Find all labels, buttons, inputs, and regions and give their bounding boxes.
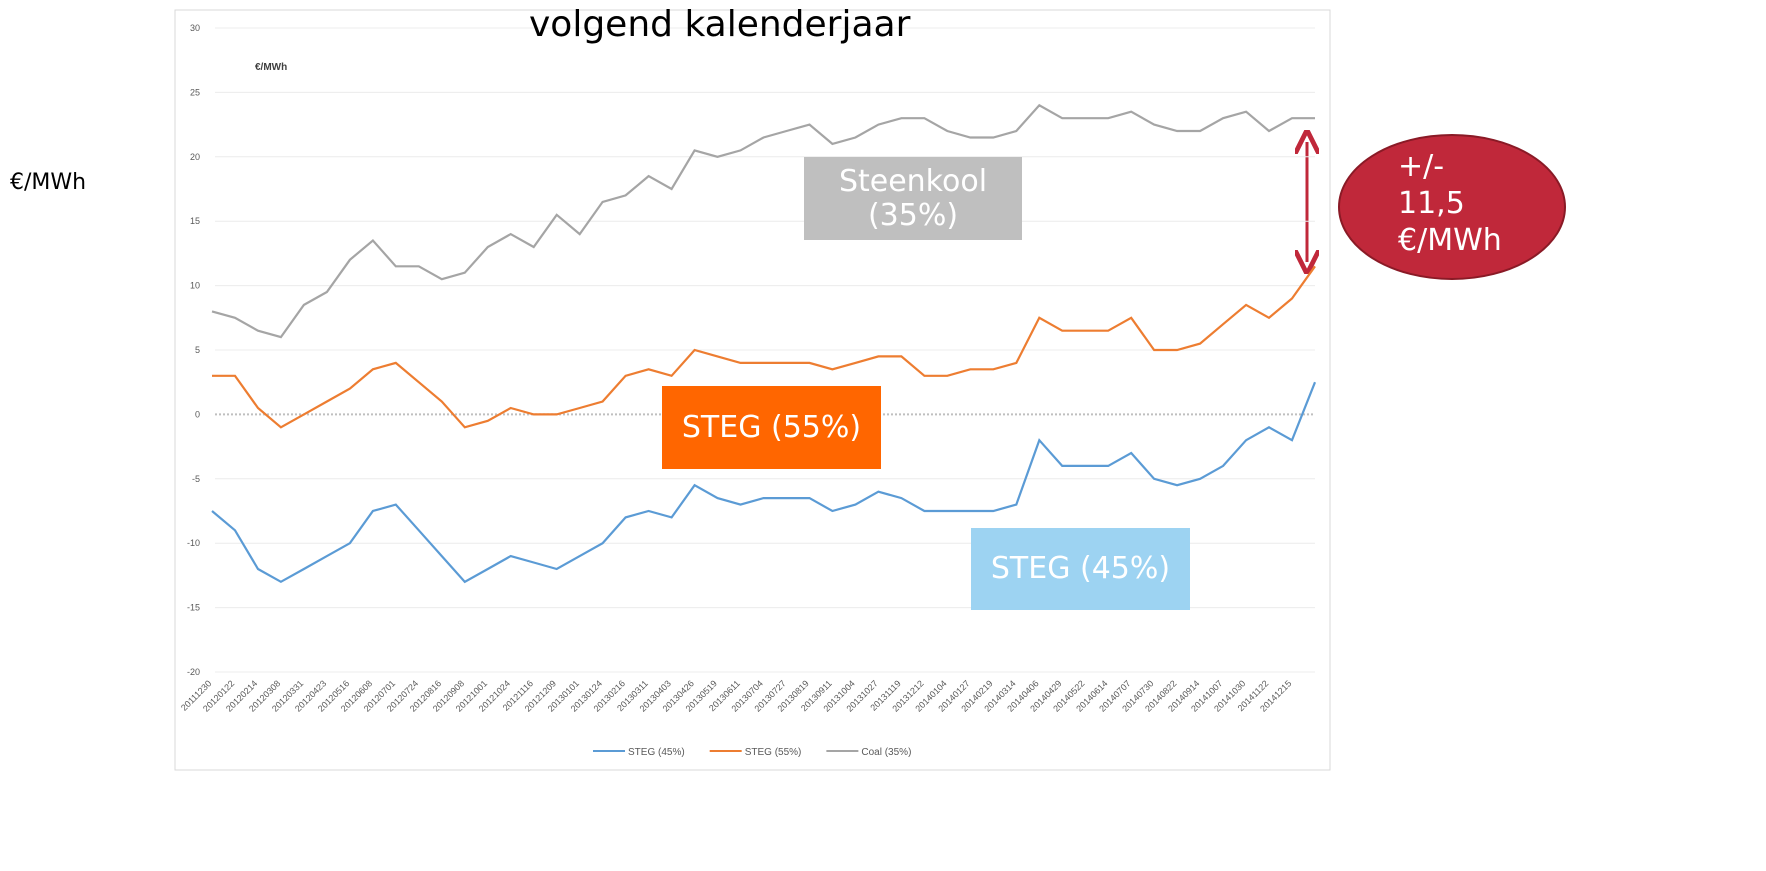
y-tick-label: -10 bbox=[187, 538, 200, 548]
annotation-box: STEG (45%) bbox=[971, 528, 1190, 610]
legend-label: STEG (55%) bbox=[745, 747, 802, 758]
y-tick-label: -5 bbox=[192, 474, 200, 484]
y-tick-label: 10 bbox=[190, 281, 200, 291]
y-tick-label: 15 bbox=[190, 216, 200, 226]
y-tick-label: 20 bbox=[190, 152, 200, 162]
annotation-box: STEG (55%) bbox=[662, 386, 881, 469]
y-tick-label: 25 bbox=[190, 87, 200, 97]
y-tick-label: -20 bbox=[187, 667, 200, 677]
chart-title: volgend kalenderjaar bbox=[529, 4, 911, 45]
annotation-box: Steenkool (35%) bbox=[804, 157, 1022, 240]
y-tick-label: 30 bbox=[190, 23, 200, 33]
legend-label: Coal (35%) bbox=[861, 747, 911, 758]
y-tick-label: -15 bbox=[187, 603, 200, 613]
y-tick-label: 5 bbox=[195, 345, 200, 355]
series-line bbox=[211, 103, 1315, 339]
series-line bbox=[212, 265, 1316, 429]
y-tick-label: 0 bbox=[195, 409, 200, 419]
y-label: €/MWh bbox=[10, 170, 87, 195]
inner-y-label: €/MWh bbox=[255, 62, 287, 73]
series-line bbox=[211, 381, 1317, 584]
legend-label: STEG (45%) bbox=[628, 747, 685, 758]
annotation-text: +/- 11,5 €/MWh bbox=[1398, 149, 1502, 258]
difference-bubble bbox=[1338, 134, 1566, 280]
